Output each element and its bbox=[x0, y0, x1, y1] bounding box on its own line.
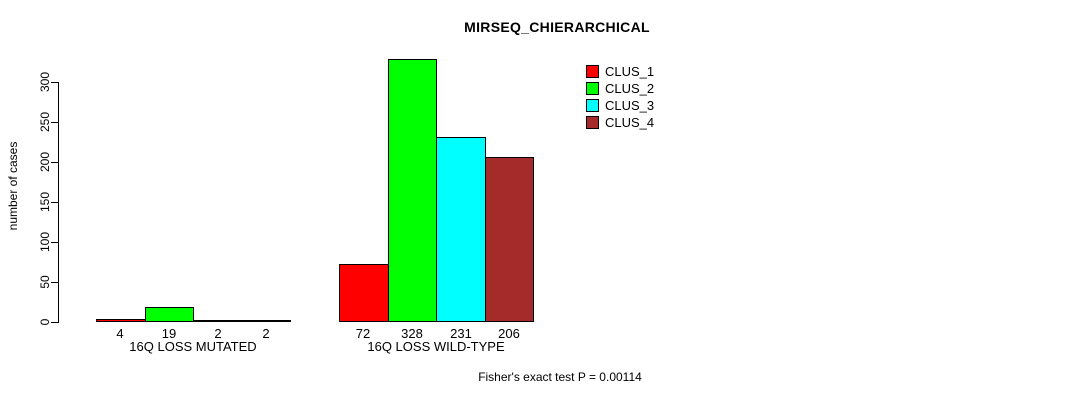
y-tick-mark bbox=[51, 162, 59, 163]
y-tick-mark bbox=[51, 202, 59, 203]
bar-count-label: 2 bbox=[262, 326, 270, 341]
y-tick-label: 50 bbox=[38, 275, 52, 289]
y-tick-mark bbox=[51, 282, 59, 283]
y-tick-label: 100 bbox=[38, 231, 52, 253]
legend-row: CLUS_2 bbox=[586, 82, 654, 95]
legend-row: CLUS_1 bbox=[586, 65, 654, 78]
legend-label: CLUS_3 bbox=[605, 98, 655, 113]
y-tick-label: 150 bbox=[38, 191, 52, 213]
bar-count-label: 19 bbox=[161, 326, 177, 341]
y-tick-label: 250 bbox=[38, 111, 52, 133]
y-tick-mark bbox=[51, 242, 59, 243]
bar-clus_1-wild-type bbox=[339, 264, 389, 322]
bar-count-label: 231 bbox=[450, 326, 472, 341]
fisher-test-annotation: Fisher's exact test P = 0.00114 bbox=[478, 370, 642, 384]
legend-label: CLUS_4 bbox=[605, 115, 655, 130]
legend-swatch-icon bbox=[586, 99, 599, 112]
bar-count-label: 2 bbox=[214, 326, 222, 341]
legend-swatch-icon bbox=[586, 65, 599, 78]
bar-clus_2-wild-type bbox=[388, 59, 437, 322]
bar-clus_1-mutated bbox=[96, 319, 146, 322]
y-tick-label: 0 bbox=[38, 318, 52, 326]
category-label: 16Q LOSS MUTATED bbox=[129, 339, 257, 354]
y-tick-label: 200 bbox=[38, 151, 52, 173]
bar-clus_2-mutated bbox=[145, 307, 194, 322]
bar-clus_3-mutated bbox=[193, 320, 243, 322]
legend: CLUS_1 CLUS_2 CLUS_3 CLUS_4 bbox=[586, 65, 654, 133]
y-tick-mark bbox=[51, 322, 59, 323]
y-axis-label: number of cases bbox=[6, 141, 20, 231]
bar-count-label: 206 bbox=[498, 326, 520, 341]
bar-clus_4-wild-type bbox=[485, 157, 534, 322]
y-tick-mark bbox=[51, 82, 59, 83]
bar-count-label: 4 bbox=[116, 326, 124, 341]
legend-row: CLUS_3 bbox=[586, 99, 654, 112]
bar-count-label: 328 bbox=[401, 326, 423, 341]
category-label: 16Q LOSS WILD-TYPE bbox=[367, 339, 505, 354]
legend-label: CLUS_2 bbox=[605, 81, 655, 96]
chart-title: MIRSEQ_CHIERARCHICAL bbox=[464, 19, 650, 35]
bar-clus_4-mutated bbox=[242, 320, 291, 322]
bar-clus_3-wild-type bbox=[436, 137, 486, 322]
bar-count-label: 72 bbox=[355, 326, 371, 341]
y-tick-label: 300 bbox=[38, 71, 52, 93]
legend-swatch-icon bbox=[586, 116, 599, 129]
y-tick-mark bbox=[51, 122, 59, 123]
legend-label: CLUS_1 bbox=[605, 64, 655, 79]
legend-row: CLUS_4 bbox=[586, 116, 654, 129]
legend-swatch-icon bbox=[586, 82, 599, 95]
